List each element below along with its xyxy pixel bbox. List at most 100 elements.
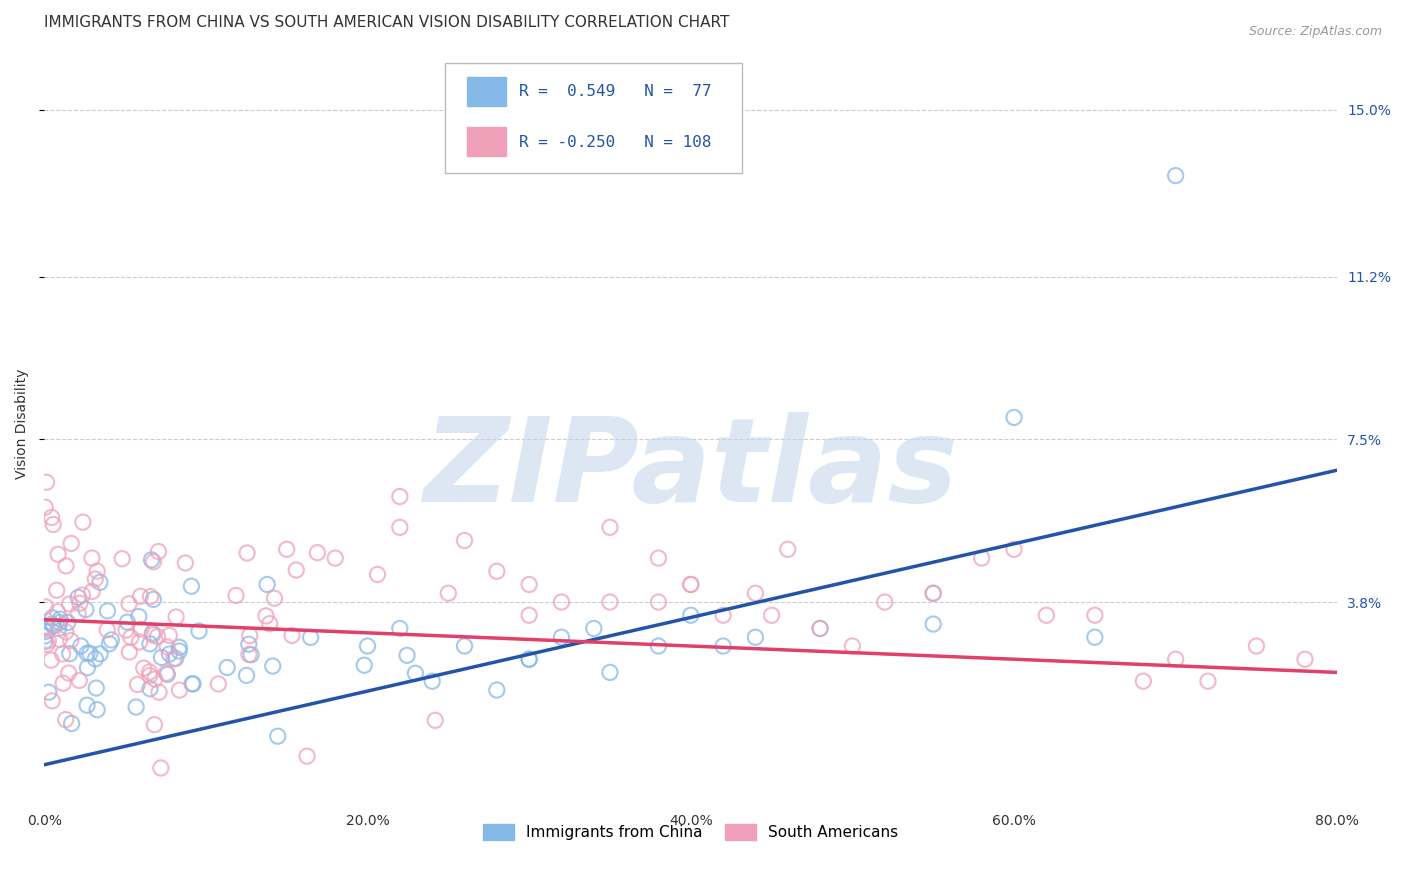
Point <box>86 564 108 578</box>
Point <box>41 611 63 625</box>
Point <box>353 658 375 673</box>
Point <box>679 608 702 623</box>
Point <box>141 626 163 640</box>
Point <box>388 520 411 534</box>
Point <box>679 577 702 591</box>
Point <box>76 661 98 675</box>
Point <box>155 666 177 681</box>
Point <box>841 639 863 653</box>
Point <box>58 597 80 611</box>
Point <box>254 608 277 623</box>
Point <box>267 729 290 743</box>
Point <box>239 629 262 643</box>
Point <box>285 563 308 577</box>
Point <box>128 609 150 624</box>
Point <box>157 628 180 642</box>
Point <box>139 681 162 696</box>
Point <box>96 604 118 618</box>
Point <box>323 551 346 566</box>
Point <box>1002 542 1025 557</box>
Point <box>142 555 165 569</box>
Point <box>35 637 58 651</box>
Point <box>67 591 90 605</box>
Point <box>517 652 540 666</box>
Point <box>647 551 669 566</box>
Point <box>39 653 62 667</box>
Point <box>188 624 211 638</box>
Point <box>256 577 278 591</box>
Point <box>70 639 93 653</box>
Point <box>808 622 831 636</box>
Point <box>129 589 152 603</box>
Point <box>84 681 107 695</box>
Point <box>42 619 65 633</box>
Point <box>181 677 204 691</box>
Point <box>174 556 197 570</box>
Point <box>299 631 322 645</box>
Point <box>59 647 82 661</box>
Point <box>453 639 475 653</box>
Point <box>235 668 257 682</box>
Point <box>922 617 945 632</box>
Point <box>711 608 734 623</box>
Point <box>34 599 56 614</box>
Point <box>67 673 90 688</box>
Point <box>49 612 72 626</box>
Point <box>744 586 766 600</box>
Point <box>117 615 139 629</box>
Point <box>55 624 77 639</box>
Point <box>118 645 141 659</box>
Point <box>76 698 98 713</box>
Point <box>1035 608 1057 623</box>
Point <box>582 622 605 636</box>
Point <box>139 590 162 604</box>
Point <box>217 660 239 674</box>
Point <box>148 685 170 699</box>
Point <box>181 677 204 691</box>
Point <box>56 615 79 630</box>
Point <box>111 551 134 566</box>
Point <box>808 622 831 636</box>
Point <box>263 591 285 606</box>
Point <box>38 685 60 699</box>
Point <box>180 579 202 593</box>
Point <box>76 646 98 660</box>
Point <box>599 665 621 680</box>
Point <box>127 677 149 691</box>
Point <box>139 637 162 651</box>
Point <box>485 564 508 578</box>
Text: R =  0.549   N =  77: R = 0.549 N = 77 <box>519 84 711 99</box>
Point <box>207 677 229 691</box>
Point <box>42 517 65 532</box>
Point <box>238 637 260 651</box>
Point <box>60 716 83 731</box>
Point <box>46 605 69 619</box>
Point <box>86 703 108 717</box>
Point <box>156 640 179 654</box>
Point <box>517 577 540 591</box>
Point <box>48 615 70 630</box>
Point <box>148 544 170 558</box>
Point <box>647 639 669 653</box>
Text: Source: ZipAtlas.com: Source: ZipAtlas.com <box>1249 25 1382 38</box>
FancyBboxPatch shape <box>467 128 506 156</box>
Point <box>100 632 122 647</box>
Point <box>132 661 155 675</box>
Point <box>69 596 91 610</box>
Point <box>45 583 67 598</box>
Point <box>34 624 56 639</box>
Point <box>711 639 734 653</box>
Point <box>96 623 118 637</box>
Point <box>37 633 59 648</box>
Point <box>1164 169 1187 183</box>
Point <box>922 586 945 600</box>
Point <box>150 650 173 665</box>
Text: ZIPatlas: ZIPatlas <box>423 412 959 527</box>
Point <box>485 683 508 698</box>
Point <box>1002 410 1025 425</box>
Point <box>761 608 783 623</box>
Point <box>169 640 191 655</box>
Point <box>1197 674 1219 689</box>
Point <box>82 584 104 599</box>
Point <box>143 717 166 731</box>
